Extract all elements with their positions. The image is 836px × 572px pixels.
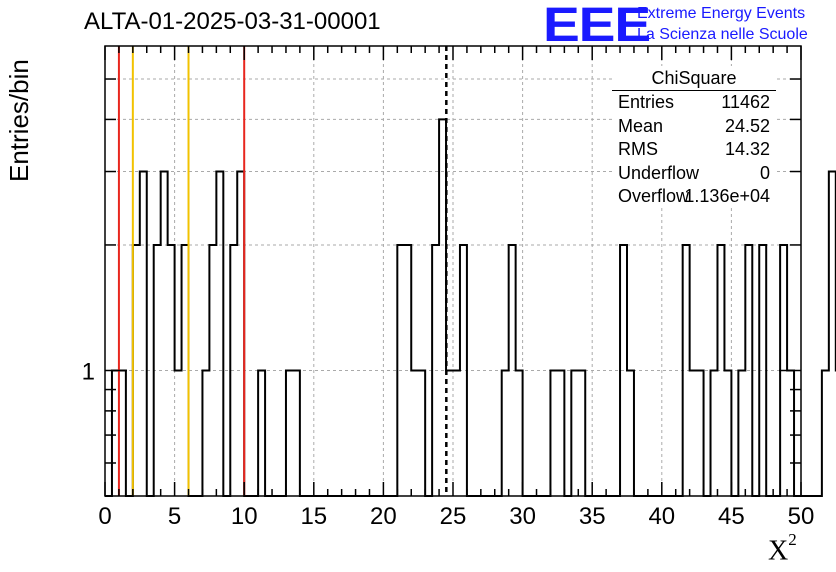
- stats-row-rms: RMS 14.32: [612, 138, 776, 162]
- x-tick-label: 5: [168, 503, 181, 530]
- x-tick-label: 35: [579, 503, 606, 530]
- x-tick-label: 40: [648, 503, 675, 530]
- x-tick-label: 20: [370, 503, 397, 530]
- x-tick-label: 45: [718, 503, 745, 530]
- stats-key: Underflow: [618, 162, 700, 183]
- x-tick-label: 10: [231, 503, 258, 530]
- stats-title: ChiSquare: [612, 66, 776, 91]
- logo-line1: Extreme Energy Events: [637, 5, 806, 22]
- x-tick-label: 0: [98, 503, 111, 530]
- logo-text: Extreme Energy Events La Scienza nelle S…: [637, 3, 808, 45]
- y-axis-label: Entries/bin: [4, 59, 34, 182]
- stats-row-underflow: Underflow 0: [612, 162, 776, 186]
- stats-key: Entries: [618, 92, 675, 112]
- stats-row-overflow: Overflow 1.136e+04: [612, 185, 776, 209]
- stats-value: 11462: [721, 92, 770, 112]
- x-tick-label: 25: [440, 503, 467, 530]
- stats-value: 1.136e+04: [684, 186, 770, 206]
- x-tick-label: 50: [788, 503, 815, 530]
- eee-logo: EEE: [543, 0, 651, 52]
- stats-key: Overflow: [618, 186, 690, 206]
- stats-row-mean: Mean 24.52: [612, 115, 776, 139]
- chart-title: ALTA-01-2025-03-31-00001: [84, 8, 381, 35]
- logo-line2: La Scienza nelle Scuole: [637, 26, 808, 43]
- stats-value: 24.52: [724, 115, 770, 136]
- x-axis-label: X2: [768, 530, 797, 567]
- stats-box: ChiSquare Entries 11462 Mean 24.52 RMS 1…: [612, 66, 776, 208]
- stats-key: Mean: [618, 115, 664, 136]
- stats-value: 0: [759, 162, 770, 183]
- x-tick-label: 15: [300, 503, 327, 530]
- stats-row-entries: Entries 11462: [612, 91, 776, 115]
- stats-key: RMS: [618, 139, 658, 159]
- stats-value: 14.32: [724, 139, 770, 159]
- y-tick-label: 1: [82, 358, 95, 385]
- x-tick-label: 30: [509, 503, 536, 530]
